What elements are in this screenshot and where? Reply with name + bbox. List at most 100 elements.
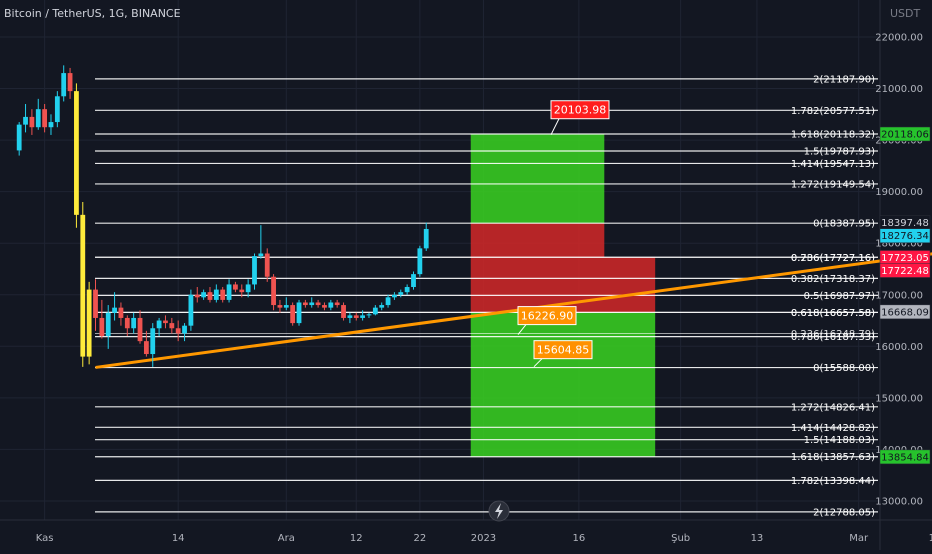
candle-body[interactable]	[417, 248, 422, 274]
x-tick-label: Şub	[671, 533, 690, 544]
candle-body[interactable]	[208, 292, 213, 300]
candle-body[interactable]	[303, 302, 308, 305]
fib-level-label: 0(18387.95)	[813, 219, 875, 230]
candle-body[interactable]	[93, 290, 98, 318]
candle-body[interactable]	[354, 315, 359, 318]
candle-body[interactable]	[61, 73, 66, 96]
candle-body[interactable]	[55, 96, 60, 122]
candle-body[interactable]	[335, 302, 340, 305]
candle-body[interactable]	[80, 215, 85, 357]
candle-body[interactable]	[290, 305, 295, 323]
price-tag-label: 13854.84	[881, 452, 929, 463]
candle-body[interactable]	[99, 318, 104, 336]
candle-body[interactable]	[258, 254, 263, 257]
candle-body[interactable]	[112, 308, 117, 313]
candle-body[interactable]	[341, 305, 346, 318]
candle-body[interactable]	[42, 109, 47, 127]
price-tag-label: 20118.06	[881, 130, 929, 141]
price-tag-label: 18397.48	[881, 218, 929, 229]
price-tag-label: 16668.09	[881, 307, 929, 318]
candle-body[interactable]	[49, 122, 54, 127]
candle-body[interactable]	[131, 318, 136, 328]
fib-level-label: 1.272(19149.54)	[791, 179, 875, 190]
fib-level-label: 1.5(14188.03)	[804, 435, 876, 446]
candle-body[interactable]	[23, 117, 28, 125]
candle-body[interactable]	[392, 295, 397, 298]
candle-body[interactable]	[157, 321, 162, 329]
candle-body[interactable]	[316, 302, 321, 305]
candle-body[interactable]	[87, 290, 92, 357]
candle-body[interactable]	[297, 302, 302, 323]
fib-level-label: 0.5(16987.97)	[804, 291, 876, 302]
currency-unit: USDT	[890, 7, 920, 20]
candle-body[interactable]	[386, 297, 391, 305]
candle-body[interactable]	[176, 328, 181, 333]
candle-body[interactable]	[233, 284, 238, 289]
symbol-title[interactable]: Bitcoin / TetherUS, 1G, BINANCE	[4, 7, 181, 20]
x-tick-label: 16	[572, 533, 585, 544]
candle-body[interactable]	[239, 290, 244, 293]
candle-body[interactable]	[106, 313, 111, 336]
candle-body[interactable]	[405, 287, 410, 292]
candle-body[interactable]	[74, 91, 79, 215]
candle-body[interactable]	[36, 109, 41, 127]
candle-body[interactable]	[246, 284, 251, 292]
candle-body[interactable]	[360, 315, 365, 318]
x-tick-label: 14	[172, 533, 185, 544]
x-tick-label: 13	[929, 533, 932, 544]
position-zone-stop-long	[471, 223, 605, 257]
candle-body[interactable]	[398, 292, 403, 295]
candle-body[interactable]	[214, 290, 219, 300]
candle-body[interactable]	[163, 321, 168, 324]
candle-body[interactable]	[411, 274, 416, 287]
fib-level-label: 1.414(19547.13)	[791, 159, 875, 170]
candle-body[interactable]	[119, 308, 124, 318]
x-tick-label: Kas	[36, 533, 54, 544]
candle-body[interactable]	[201, 292, 206, 297]
fib-level-label: 0(15588.00)	[813, 363, 875, 374]
candle-body[interactable]	[220, 290, 225, 300]
candle-body[interactable]	[348, 315, 353, 318]
candle-body[interactable]	[144, 341, 149, 354]
candle-body[interactable]	[379, 305, 384, 308]
candle-body[interactable]	[138, 318, 143, 341]
candle-body[interactable]	[265, 254, 270, 277]
candle-body[interactable]	[169, 323, 174, 328]
candle-body[interactable]	[424, 229, 429, 248]
fib-level-label: 1.414(14428.82)	[791, 423, 875, 434]
candle-body[interactable]	[30, 117, 35, 127]
candle-body[interactable]	[17, 125, 22, 151]
candle-body[interactable]	[68, 73, 73, 91]
y-tick-label: 21000.00	[875, 84, 923, 95]
price-callout-label: 16226.90	[521, 310, 574, 323]
candle-body[interactable]	[284, 305, 289, 308]
fib-level-label: 2(12788.05)	[813, 507, 875, 518]
candle-body[interactable]	[150, 328, 155, 354]
candle-body[interactable]	[271, 277, 276, 305]
candle-body[interactable]	[278, 305, 283, 308]
position-zone-target-short	[471, 312, 655, 456]
candle-body[interactable]	[195, 295, 200, 298]
candle-body[interactable]	[125, 318, 130, 328]
y-tick-label: 22000.00	[875, 33, 923, 44]
candle-body[interactable]	[328, 302, 333, 307]
candle-body[interactable]	[189, 295, 194, 326]
x-tick-label: 2023	[471, 533, 496, 544]
price-callout-label: 15604.85	[537, 344, 590, 357]
fib-level-label: 1.5(19787.93)	[804, 147, 876, 158]
candle-body[interactable]	[373, 308, 378, 315]
candle-body[interactable]	[367, 314, 372, 315]
x-tick-label: 13	[751, 533, 764, 544]
candle-body[interactable]	[322, 305, 327, 308]
position-zone-target-long	[471, 134, 605, 223]
candle-body[interactable]	[309, 302, 314, 305]
fib-level-label: 1.272(14826.41)	[791, 402, 875, 413]
price-tag-label: 17722.48	[881, 266, 929, 277]
candle-body[interactable]	[227, 284, 232, 299]
candle-body[interactable]	[182, 326, 187, 334]
x-tick-label: 12	[350, 533, 363, 544]
candle-body[interactable]	[252, 256, 257, 284]
fib-level-label: 1.782(20577.51)	[791, 106, 875, 117]
